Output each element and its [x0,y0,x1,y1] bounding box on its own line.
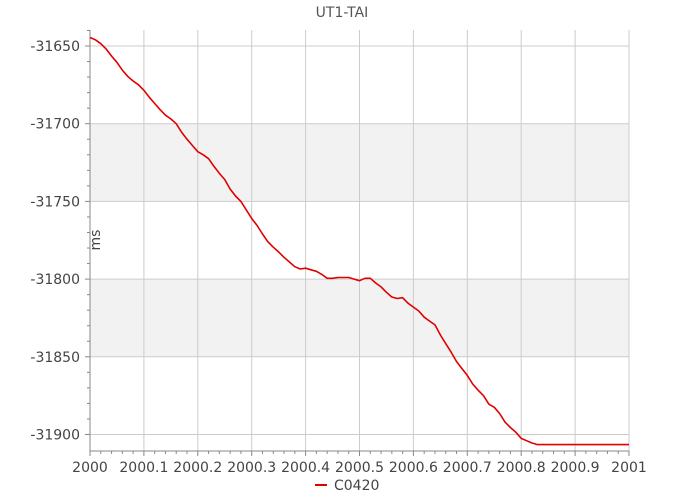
x-tick-label: 2000.8 [497,460,546,476]
x-tick-label: 2000.1 [119,460,168,476]
grid-lines [89,30,630,451]
series-layer [89,36,629,446]
x-tick-label: 2000.3 [227,460,276,476]
x-tick-label: 2000.7 [443,460,492,476]
y-tick-label: -31900 [30,428,80,444]
y-tick-label: -31650 [30,39,80,55]
y-tick-label: -31800 [30,272,80,288]
x-tick-label: 2000.9 [551,460,600,476]
x-tick-label: 2000.6 [389,460,438,476]
chart-title: UT1-TAI [316,5,369,21]
y-tick-label: -31750 [30,194,80,210]
x-tick-label: 2000.5 [335,460,384,476]
legend-label: C0420 [334,478,379,494]
x-tick-label: 2001 [611,460,647,476]
x-tick-label: 2000.2 [173,460,222,476]
y-tick-label: -31850 [30,350,80,366]
legend[interactable]: C0420 [315,478,379,494]
x-tick-label: 2000 [72,460,108,476]
y-tick-label: -31700 [30,117,80,133]
y-axis-label: ms [88,230,104,251]
series-line-C0420 [89,36,629,446]
x-tick-label: 2000.4 [281,460,330,476]
axes: -31650 -31700 -31750 -31800 -31850 -31900 2000… [30,29,647,476]
